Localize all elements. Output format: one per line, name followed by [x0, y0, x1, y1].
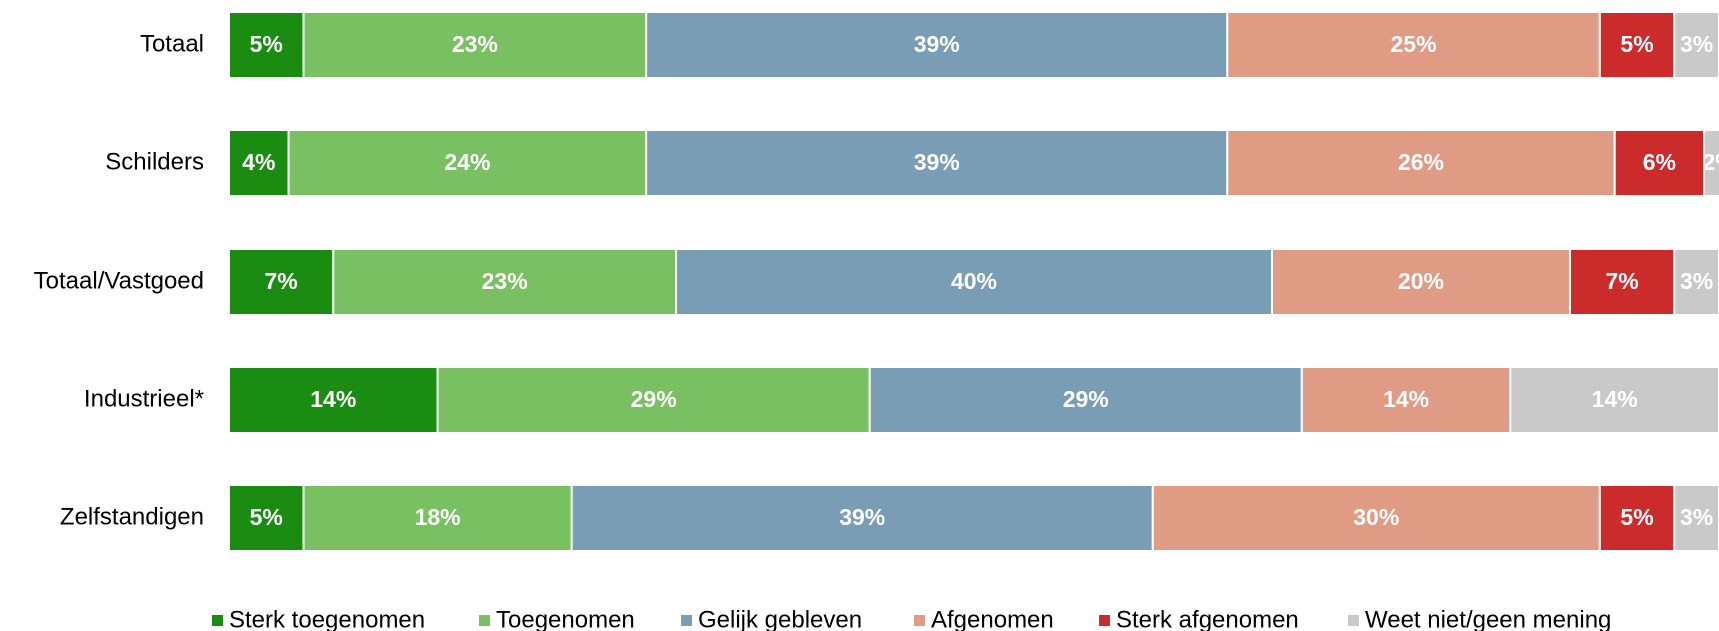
data-label: 25% — [1391, 31, 1437, 57]
data-label: 29% — [1063, 386, 1109, 412]
data-label: 3% — [1680, 31, 1713, 57]
legend-marker — [681, 615, 692, 626]
category-label: Zelfstandigen — [60, 503, 204, 530]
legend-label: Gelijk gebleven — [698, 606, 862, 631]
legend-label: Toegenomen — [496, 606, 635, 631]
data-label: 20% — [1398, 268, 1444, 294]
data-label: 7% — [1606, 268, 1639, 294]
data-label: 5% — [250, 504, 283, 530]
legend-label: Sterk afgenomen — [1116, 606, 1299, 631]
bar-segment — [1613, 129, 1706, 197]
data-label: 6% — [1643, 149, 1676, 175]
data-label: 24% — [444, 149, 490, 175]
data-label: 5% — [250, 31, 283, 57]
data-label: 39% — [914, 149, 960, 175]
data-label: 26% — [1398, 149, 1444, 175]
bar-segment — [1673, 484, 1719, 552]
bar-segment — [1569, 248, 1676, 316]
data-label: 39% — [914, 31, 960, 57]
bar-segment — [1300, 366, 1512, 434]
data-label: 39% — [839, 504, 885, 530]
data-label: 14% — [1592, 386, 1638, 412]
bar-segment — [675, 248, 1273, 316]
legend-marker — [479, 615, 490, 626]
legend-marker — [914, 615, 925, 626]
data-label: 5% — [1620, 31, 1653, 57]
data-label: 14% — [310, 386, 356, 412]
bar-segment — [1271, 248, 1571, 316]
data-label: 14% — [1383, 386, 1429, 412]
data-label: 4% — [242, 149, 275, 175]
bar-segment — [1673, 11, 1719, 79]
data-label: 29% — [631, 386, 677, 412]
bar-segment — [332, 248, 677, 316]
legend-label: Sterk toegenomen — [229, 606, 425, 631]
data-label: 23% — [452, 31, 498, 57]
bar-segment — [1226, 129, 1616, 197]
legend-label: Afgenomen — [931, 606, 1054, 631]
bar-segment — [570, 484, 1154, 552]
bar-segment — [1598, 11, 1676, 79]
legend-marker — [212, 615, 223, 626]
bar-segment — [302, 11, 648, 79]
bar-segment — [868, 366, 1303, 434]
legend-marker — [1348, 615, 1359, 626]
data-label: 7% — [265, 268, 298, 294]
category-label: Industrieel* — [84, 385, 204, 412]
data-label: 5% — [1620, 504, 1653, 530]
bar-segment — [645, 11, 1229, 79]
legend-label: Weet niet/geen mening — [1365, 606, 1611, 631]
data-label: 3% — [1680, 504, 1713, 530]
bar-segment — [228, 11, 305, 79]
category-label: Totaal/Vastgoed — [34, 267, 204, 294]
bar-segment — [228, 366, 439, 434]
data-label: 2% — [1702, 149, 1719, 175]
data-label: 23% — [482, 268, 528, 294]
bar-segment — [1598, 484, 1676, 552]
legend-marker — [1099, 615, 1110, 626]
bar-segment — [228, 129, 290, 197]
bar-segment — [302, 484, 573, 552]
data-label: 3% — [1680, 268, 1713, 294]
data-label: 30% — [1353, 504, 1399, 530]
category-label: Totaal — [140, 30, 204, 57]
bar-segment — [1509, 366, 1719, 434]
category-label: Schilders — [105, 148, 204, 175]
data-label: 18% — [415, 504, 461, 530]
data-label: 40% — [951, 268, 997, 294]
bar-segment — [1673, 248, 1719, 316]
